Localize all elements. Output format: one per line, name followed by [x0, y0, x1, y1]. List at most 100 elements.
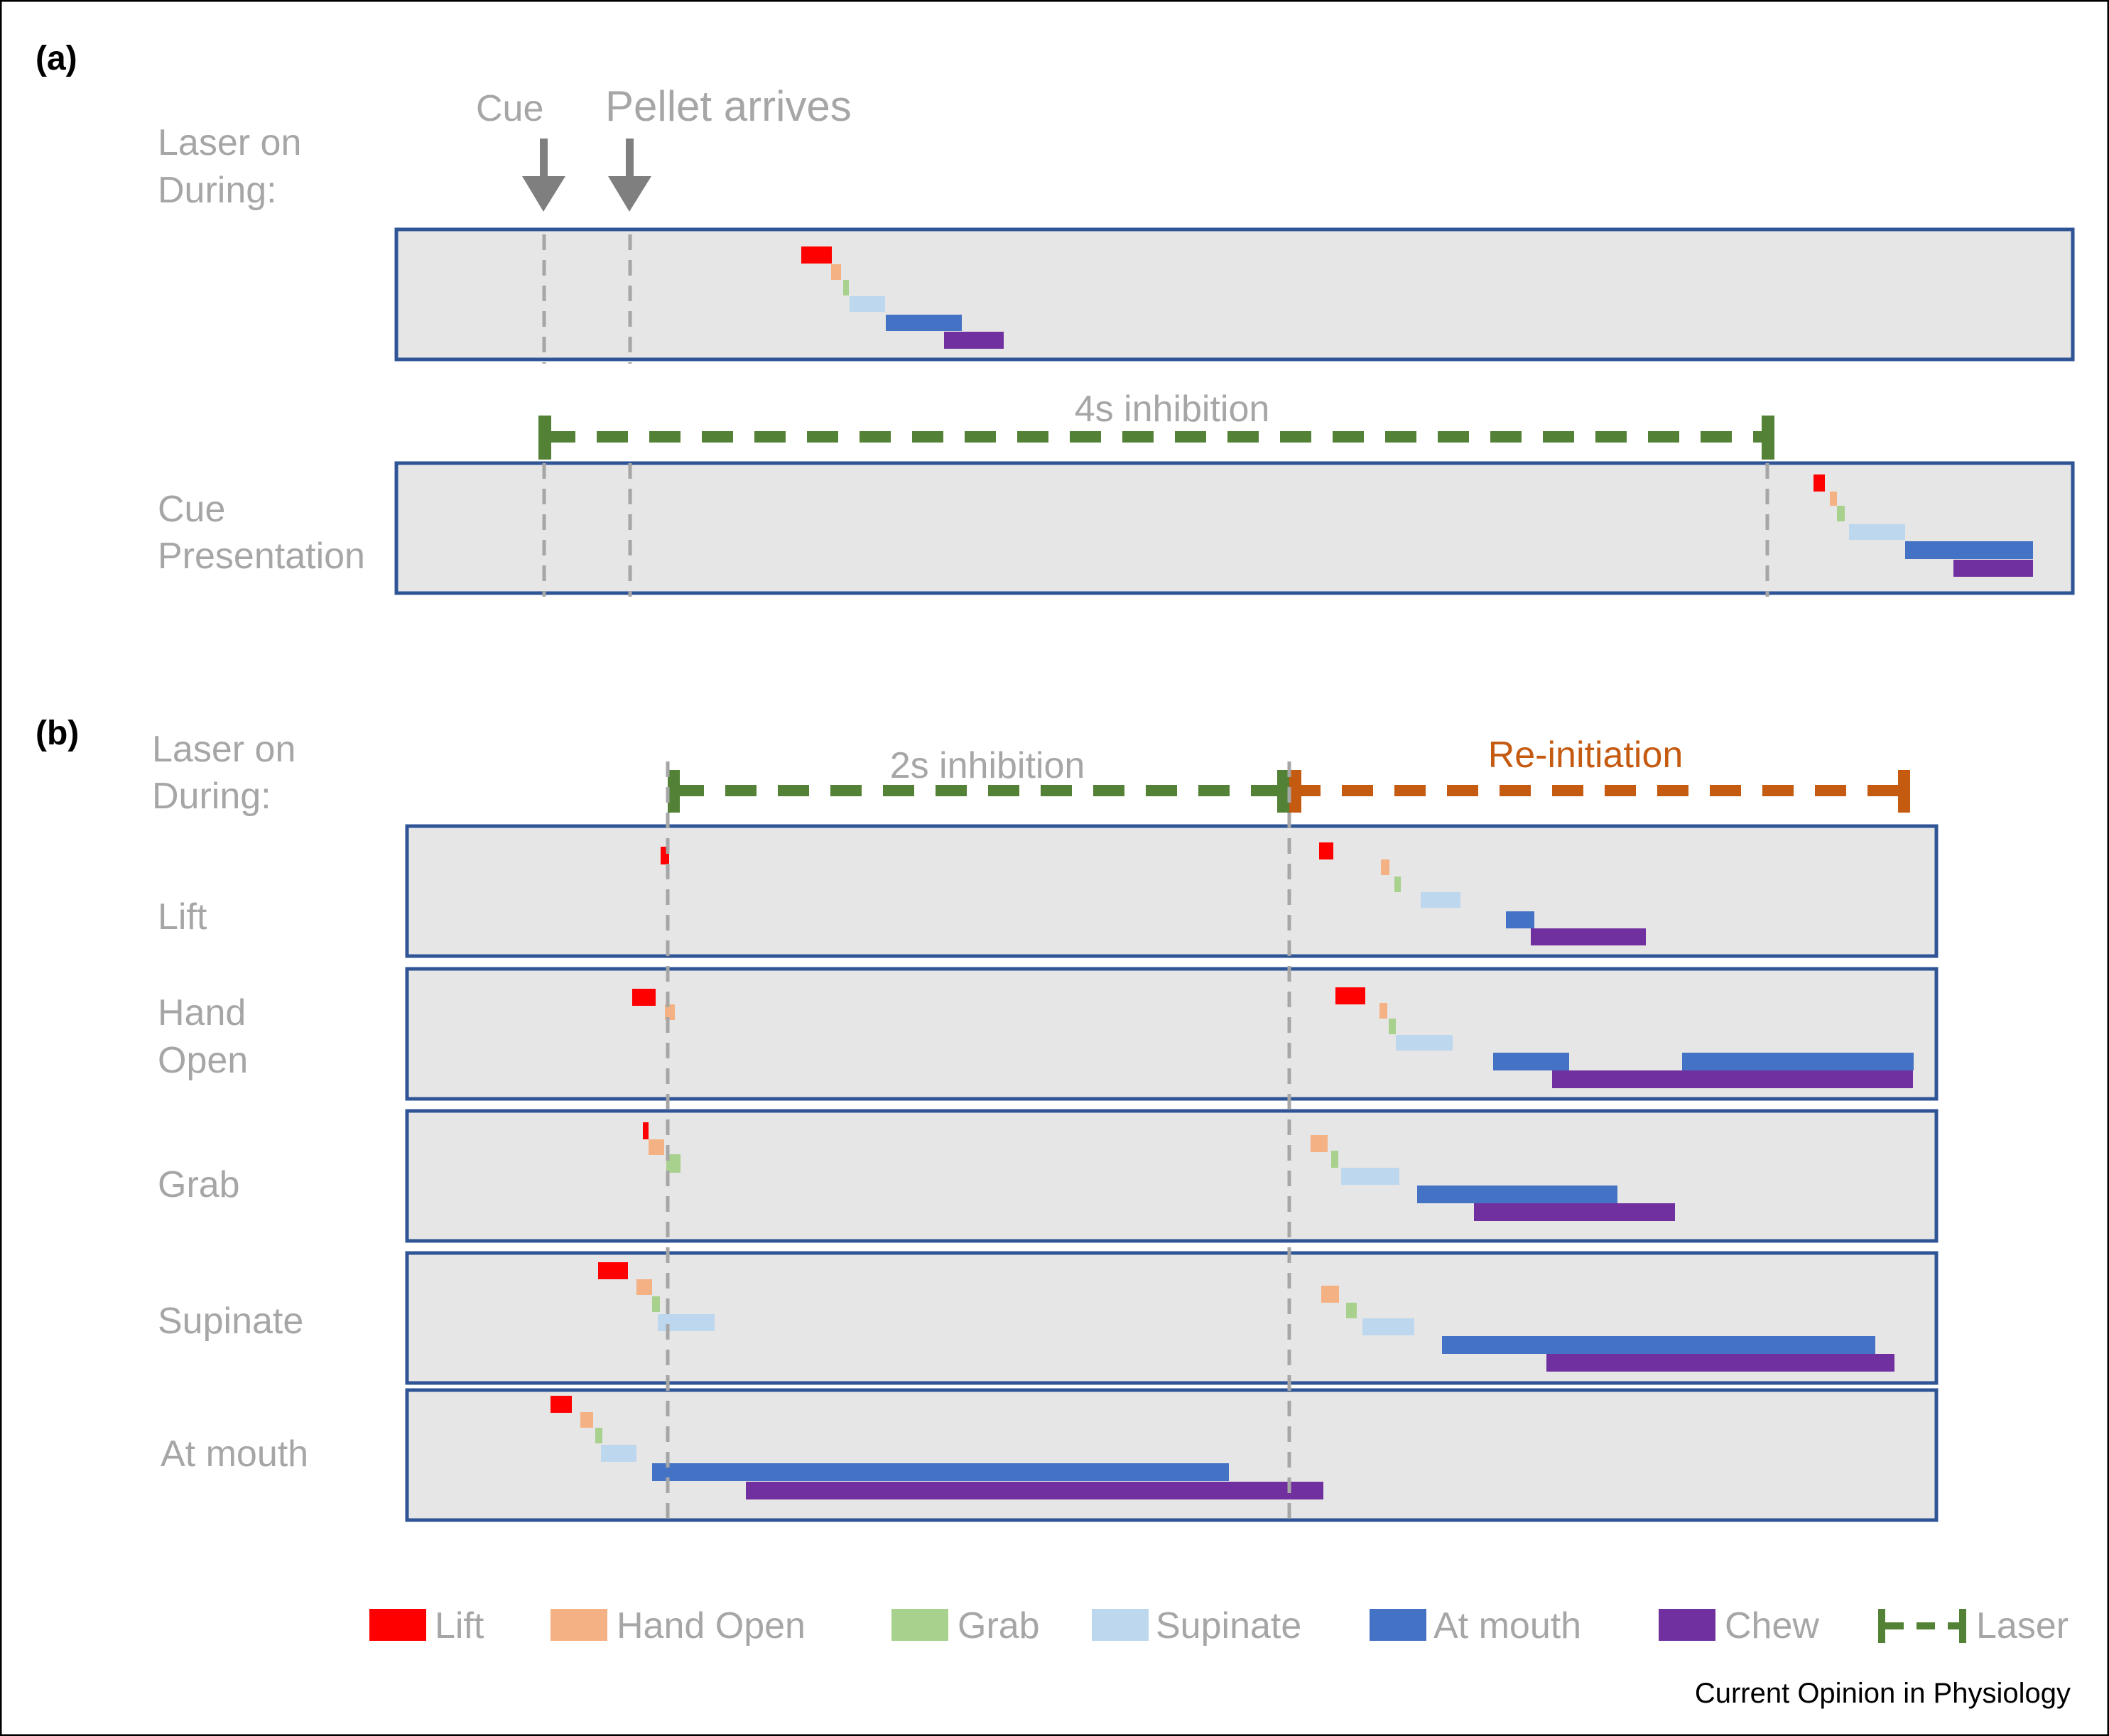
hand-open-bar [580, 1412, 593, 1428]
panel-a-row-1-events [801, 246, 1004, 349]
lift-bar [551, 1396, 572, 1413]
grab-bar [652, 1296, 660, 1312]
chew-bar [1953, 560, 2033, 577]
panel-a-inhibition-label: 4s inhibition [1075, 389, 1270, 430]
legend: Lift Hand Open Grab Supinate At mouth Ch… [369, 1605, 2069, 1647]
hand-open-bar [1830, 492, 1837, 506]
lift-bar [801, 246, 832, 264]
panel-b-row-supinate-events [598, 1262, 1894, 1372]
legend-label: Laser [1976, 1605, 2069, 1647]
cue-marker-label: Cue [476, 88, 543, 129]
at-mouth-bar [1905, 541, 2033, 559]
legend-item-hand-open: Hand Open [551, 1605, 806, 1647]
hand-open-bar [1379, 1003, 1387, 1019]
pellet-marker-label: Pellet arrives [605, 82, 852, 130]
at-mouth-bar [1493, 1053, 1569, 1070]
panel-a-letter: (a) [36, 40, 77, 77]
grab-bar [1837, 506, 1845, 521]
chew-bar [1531, 928, 1646, 945]
panel-a-row-2-label-line1: Cue [158, 489, 225, 530]
panel-b-row-hand-open-label-line2: Open [158, 1040, 248, 1081]
panel-a-laser-on-line1: Laser on [158, 122, 301, 163]
supinate-bar [1341, 1168, 1399, 1185]
legend-label: Hand Open [617, 1605, 806, 1647]
hand-open-bar [831, 264, 841, 280]
legend-swatch [551, 1609, 607, 1641]
reinitiation-label: Re-initiation [1488, 734, 1684, 776]
grab-bar [1389, 1019, 1396, 1034]
supinate-bar [1849, 524, 1905, 540]
panel-a-laser-on-line2: During: [158, 170, 277, 211]
panel-a-row-2-track [394, 461, 2075, 595]
panel-b-row-grab-track [405, 1109, 1939, 1243]
laser-legend-icon [1878, 1609, 1966, 1643]
supinate-bar [850, 296, 885, 312]
panel-b-row-lift-track [405, 824, 1939, 958]
panel-a-row-1-track [394, 227, 2075, 362]
legend-swatch [369, 1609, 426, 1641]
panel-b-row-lift-label: Lift [158, 896, 207, 938]
legend-label: At mouth [1433, 1605, 1581, 1647]
hand-open-bar [1381, 859, 1389, 875]
hand-open-bar [665, 1004, 675, 1020]
hand-open-bar [649, 1139, 664, 1155]
panel-a-laser-bar [538, 416, 1774, 460]
legend-label: Chew [1725, 1605, 1819, 1647]
at-mouth-bar [652, 1463, 1229, 1481]
grab-bar [595, 1428, 602, 1443]
lift-bar [643, 1122, 649, 1139]
panel-b-row-grab-label: Grab [158, 1164, 240, 1205]
at-mouth-bar [1682, 1053, 1914, 1070]
legend-item-laser: Laser [1878, 1605, 2069, 1647]
at-mouth-bar [1417, 1186, 1617, 1203]
at-mouth-bar [1442, 1336, 1875, 1354]
panel-b-row-hand-open-label-line1: Hand [158, 992, 246, 1034]
panel-b-row-supinate-label: Supinate [158, 1301, 303, 1342]
lift-bar [1319, 842, 1333, 859]
legend-swatch [1370, 1609, 1426, 1641]
grab-bar [1331, 1151, 1338, 1168]
grab-bar [843, 280, 849, 295]
panel-b-row-grab-events [643, 1122, 1675, 1221]
legend-swatch [1659, 1609, 1715, 1641]
supinate-bar [601, 1445, 636, 1462]
grab-bar [666, 1154, 681, 1173]
pellet-arrow-icon [608, 139, 651, 212]
hand-open-bar [1321, 1286, 1339, 1303]
supinate-bar [1396, 1035, 1453, 1051]
chew-bar [1546, 1354, 1894, 1372]
legend-swatch [1092, 1609, 1149, 1641]
hand-open-bar [1311, 1135, 1328, 1152]
chew-bar [746, 1482, 1323, 1499]
panel-a-reference-lines [542, 234, 1769, 597]
at-mouth-bar [886, 315, 962, 331]
cue-arrow-icon [522, 139, 565, 212]
chew-bar [944, 332, 1004, 349]
hand-open-bar [636, 1279, 652, 1295]
legend-label: Grab [958, 1605, 1040, 1647]
lift-bar [1335, 987, 1365, 1004]
lift-bar [1813, 474, 1825, 492]
panel-b-laser-on-line2: During: [152, 776, 271, 817]
legend-label: Supinate [1156, 1605, 1301, 1647]
legend-swatch [891, 1609, 948, 1641]
panel-a-row-2-events [1813, 474, 2033, 577]
grab-bar [1394, 877, 1401, 892]
at-mouth-bar [1506, 911, 1534, 928]
panel-b-laser-on-line1: Laser on [152, 729, 296, 770]
panel-a-row-2-label-line2: Presentation [158, 536, 365, 577]
legend-item-grab: Grab [891, 1605, 1040, 1647]
panel-b-row-hand-open-events [632, 987, 1914, 1088]
grab-bar [1346, 1303, 1357, 1318]
supinate-bar [1421, 892, 1460, 908]
panel-b-row-at-mouth-label: At mouth [161, 1433, 308, 1475]
chew-bar [1552, 1070, 1913, 1088]
lift-bar [598, 1262, 628, 1279]
panel-b-row-at-mouth-events [551, 1396, 1323, 1499]
panel-b-inhibition-label: 2s inhibition [890, 745, 1085, 786]
panel-b-letter: (b) [36, 715, 79, 752]
legend-label: Lift [435, 1605, 484, 1647]
chew-bar [1474, 1203, 1675, 1221]
legend-item-chew: Chew [1659, 1605, 1819, 1647]
legend-item-lift: Lift [369, 1605, 484, 1647]
